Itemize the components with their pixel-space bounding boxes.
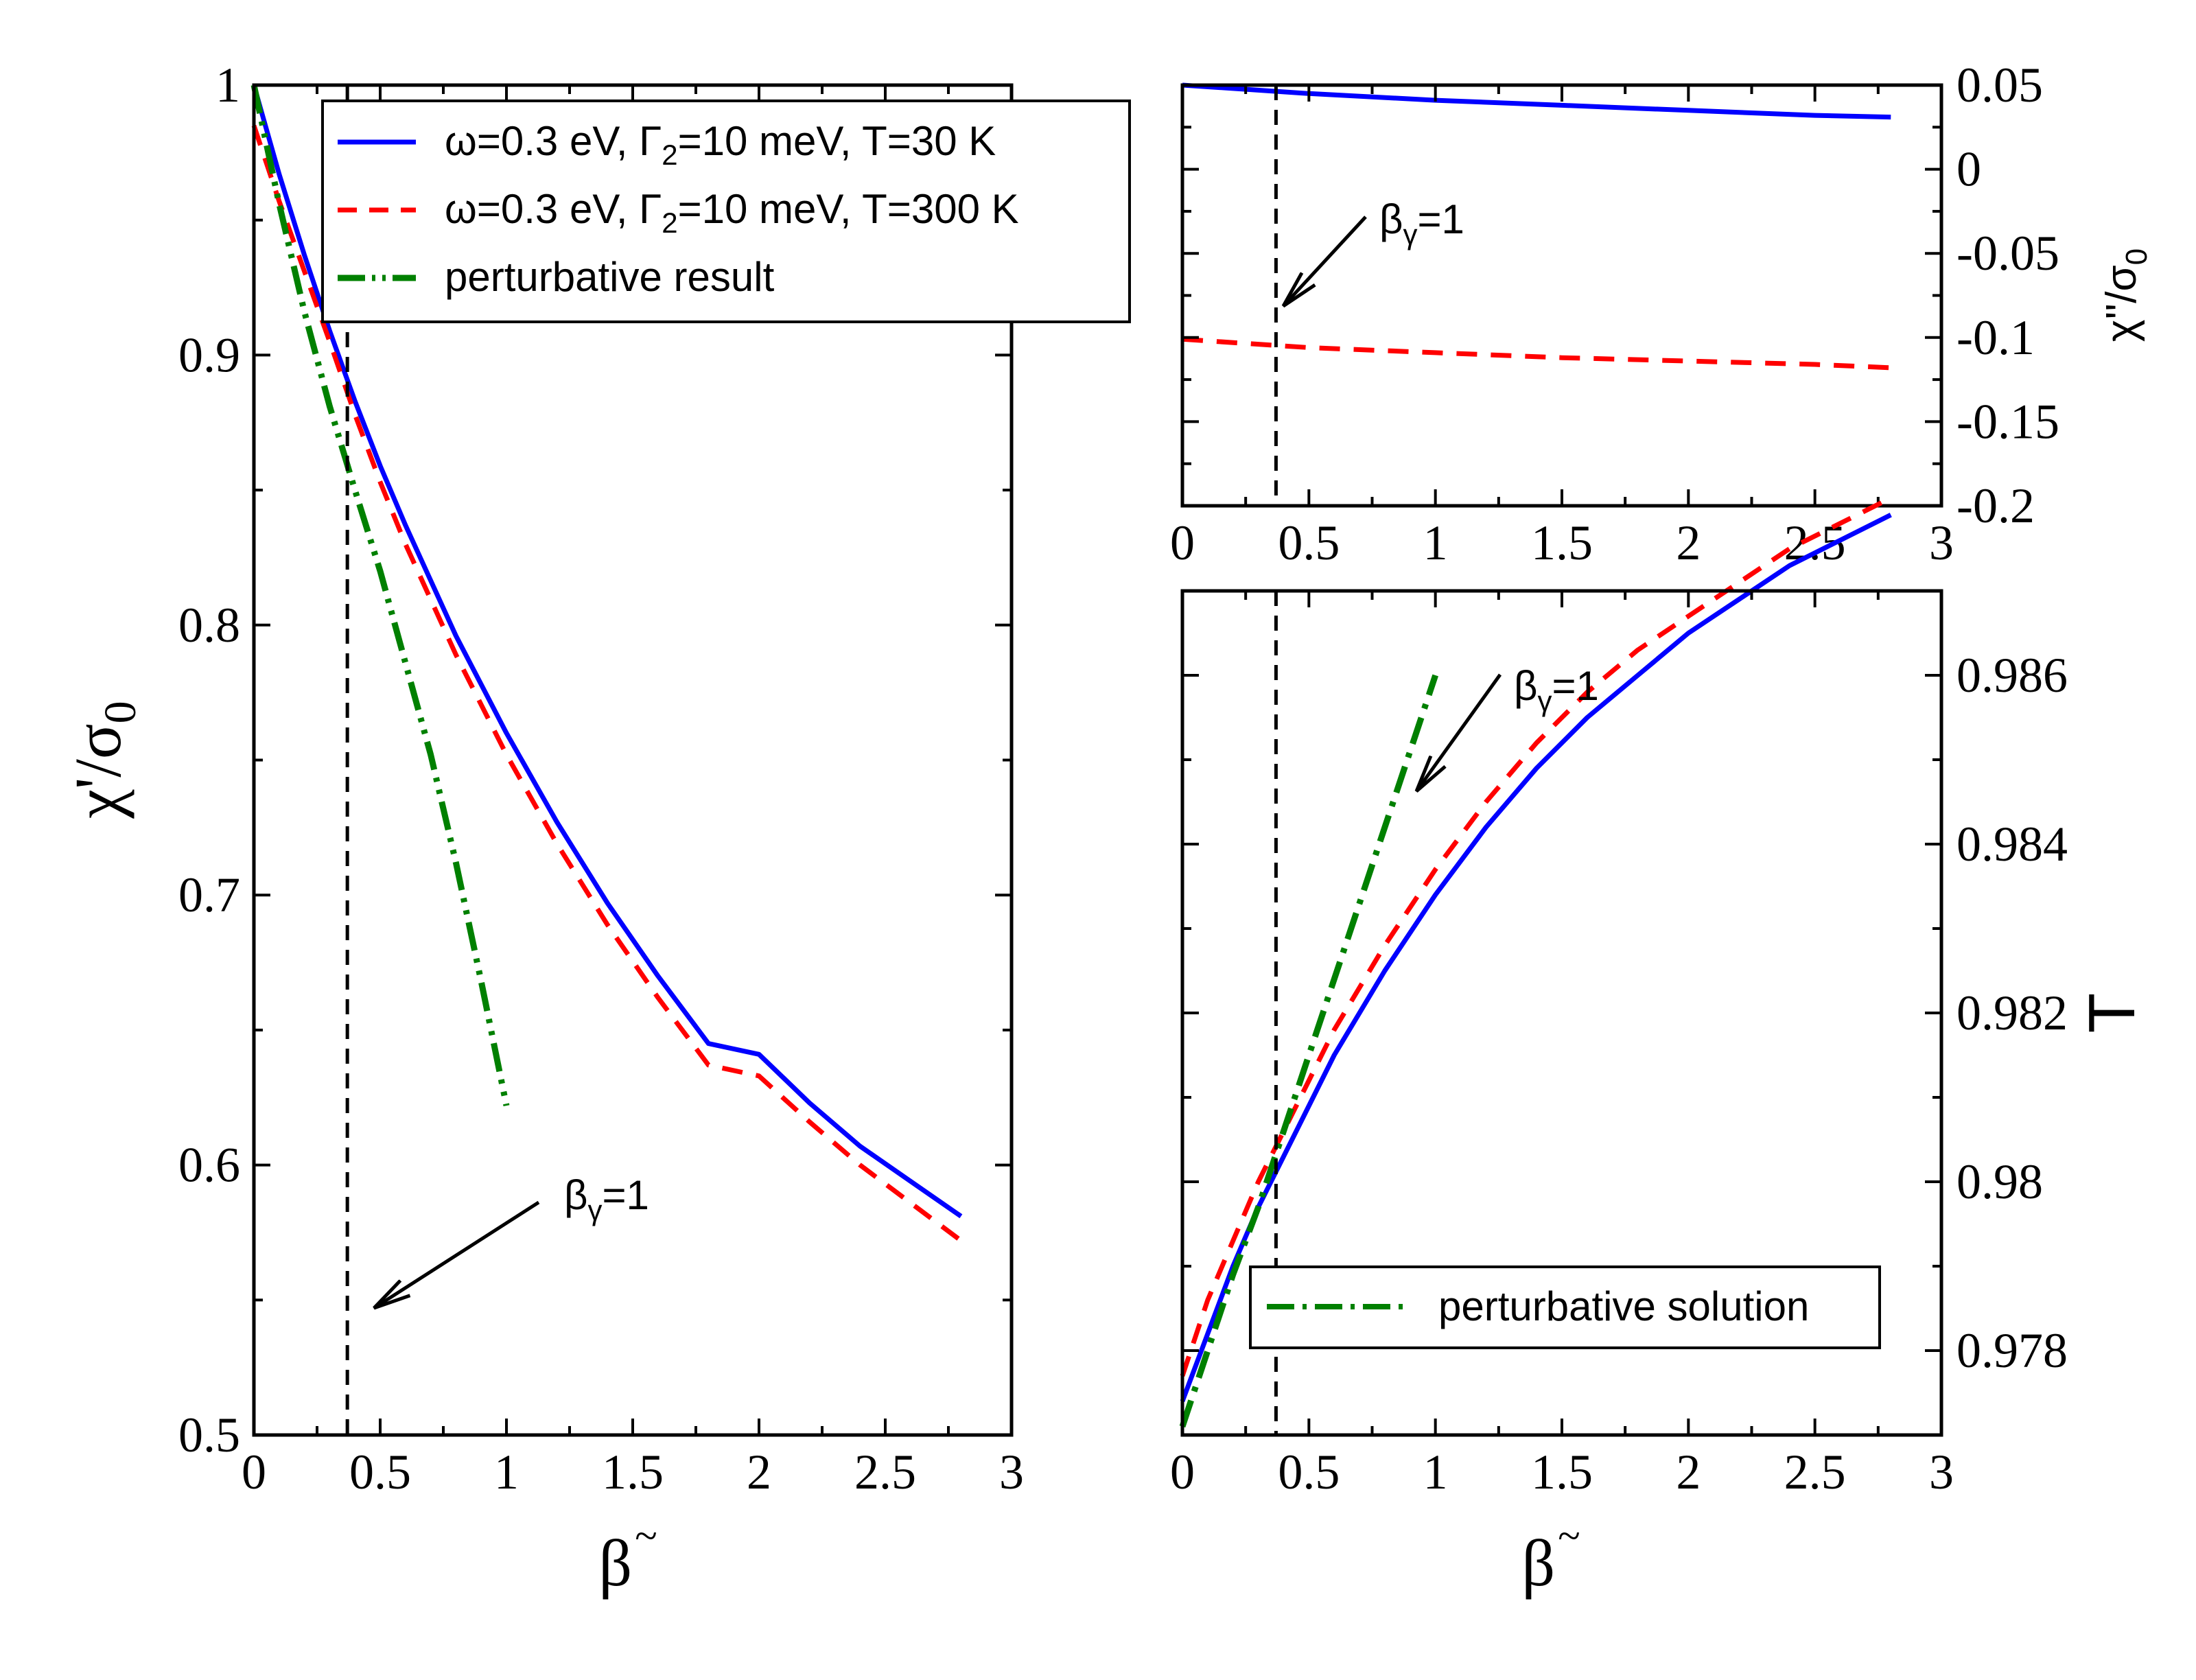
tr-y-tick-label: -0.1 [1956, 310, 2035, 365]
bottom-right-ticks [1181, 590, 1943, 1436]
left-y-tick-label: 0.8 [178, 598, 240, 653]
br-series-1 [1180, 495, 1892, 1377]
left-y-tick-label: 1 [215, 58, 240, 113]
bottom-right-series-layer [1179, 495, 1892, 1428]
legend-label-t300: ω=0.3 eV, Γ2=10 meV, T=300 K [445, 186, 1019, 239]
tr-x-tick-label: 1 [1423, 515, 1448, 570]
bottom-right-legend: perturbative solution [1249, 1265, 1881, 1349]
left-y-tick-label: 0.9 [178, 327, 240, 382]
bottom-right-y-tick-labels: 0.978 0.98 0.982 0.984 0.986 [1956, 648, 2068, 1378]
top-right-series-layer [1182, 82, 1891, 371]
bottom-right-y-axis-title: T [2075, 993, 2149, 1034]
left-annotation-label: βγ=1 [564, 1172, 649, 1226]
top-right-annotation-label: βγ=1 [1379, 196, 1464, 250]
tr-x-tick-label: 1.5 [1531, 515, 1593, 570]
br-x-tick-label: 2.5 [1784, 1445, 1846, 1500]
br-x-tick-label: 1 [1423, 1445, 1448, 1500]
bottom-right-x-tick-labels: 0 0.5 1 1.5 2 2.5 3 [1170, 1445, 1954, 1500]
legend-label-perturbative: perturbative result [445, 254, 775, 300]
tr-series-1 [1182, 336, 1891, 371]
bottom-right-panel: 0 0.5 1 1.5 2 2.5 3 0.978 0.98 0.982 0.984 0.986 T… [1170, 495, 2149, 1600]
br-x-tick-label: 2 [1676, 1445, 1701, 1500]
bottom-right-annotation-label: βγ=1 [1514, 663, 1599, 717]
left-y-tick-label: 0.7 [178, 867, 240, 922]
tr-series-0 [1182, 82, 1891, 120]
br-x-tick-label: 0 [1170, 1445, 1195, 1500]
tr-y-tick-label: -0.15 [1956, 394, 2059, 449]
left-x-tick-label: 2.5 [854, 1445, 916, 1500]
legend-label-t30: ω=0.3 eV, Γ2=10 meV, T=30 K [445, 118, 996, 171]
top-right-ticks [1181, 84, 1943, 507]
br-x-tick-label: 3 [1929, 1445, 1954, 1500]
left-x-tick-label: 3 [999, 1445, 1024, 1500]
left-panel: 0 0.5 1 1.5 2 2.5 3 0.50.60.70.80.91 χ'/σ0 β~ … [61, 58, 1131, 1600]
tr-x-tick-label: 0 [1170, 515, 1195, 570]
br-series-2 [1179, 674, 1438, 1428]
tr-y-tick-label: -0.2 [1956, 478, 2035, 533]
bottom-right-x-axis-title: β~ [1521, 1513, 1580, 1600]
br-y-tick-label: 0.986 [1956, 648, 2068, 703]
br-y-tick-label: 0.978 [1956, 1323, 2068, 1378]
left-series-1 [251, 124, 963, 1243]
tr-x-tick-label: 2 [1676, 515, 1701, 570]
left-y-tick-labels: 0.5 0.6 0.7 0.8 0.9 1 [178, 58, 240, 1462]
br-x-tick-label: 1.5 [1531, 1445, 1593, 1500]
br-x-tick-label: 0.5 [1278, 1445, 1340, 1500]
left-legend-box [321, 100, 1131, 323]
legend-label-perturbative-solution: perturbative solution [1438, 1283, 1809, 1329]
left-x-tick-label: 1 [494, 1445, 519, 1500]
left-series-2 [250, 84, 510, 1106]
tr-y-tick-label: -0.05 [1956, 226, 2059, 281]
top-right-y-tick-labels: -0.2 -0.15 -0.1 -0.05 0 0.05 [1956, 58, 2059, 533]
top-right-x-tick-labels: 0 0.5 1 1.5 2 2.5 3 [1170, 515, 1954, 570]
bottom-right-annotation-arrow [1416, 673, 1502, 791]
left-y-tick-label: 0.6 [178, 1138, 240, 1193]
tr-y-tick-label: 0.05 [1956, 58, 2043, 113]
left-x-axis-title: β~ [598, 1513, 657, 1600]
br-y-tick-label: 0.98 [1956, 1154, 2043, 1209]
br-y-tick-label: 0.982 [1956, 985, 2068, 1040]
tr-x-tick-label: 0.5 [1278, 515, 1340, 570]
left-x-tick-label: 2 [747, 1445, 771, 1500]
left-y-axis-title: χ'/σ0 [61, 701, 145, 819]
bottom-right-legend-box [1249, 1265, 1881, 1349]
left-annotation-arrow [374, 1200, 540, 1308]
left-x-tick-label: 0.5 [349, 1445, 411, 1500]
left-x-tick-label: 1.5 [602, 1445, 664, 1500]
top-right-annotation-arrow [1283, 215, 1367, 306]
tr-y-tick-label: 0 [1956, 142, 1981, 197]
left-x-tick-label: 0 [242, 1445, 266, 1500]
left-legend: ω=0.3 eV, Γ2=10 meV, T=30 K ω=0.3 eV, Γ2… [321, 100, 1131, 323]
top-right-plot-frame [1180, 83, 1943, 508]
br-y-tick-label: 0.984 [1956, 817, 2068, 872]
left-y-tick-label: 0.5 [178, 1408, 240, 1462]
top-right-y-axis-title: χ''/σ0 [2098, 248, 2153, 342]
tr-x-tick-label: 3 [1929, 515, 1954, 570]
left-ticks [253, 84, 1013, 1436]
left-x-tick-labels: 0 0.5 1 1.5 2 2.5 3 [242, 1445, 1024, 1500]
